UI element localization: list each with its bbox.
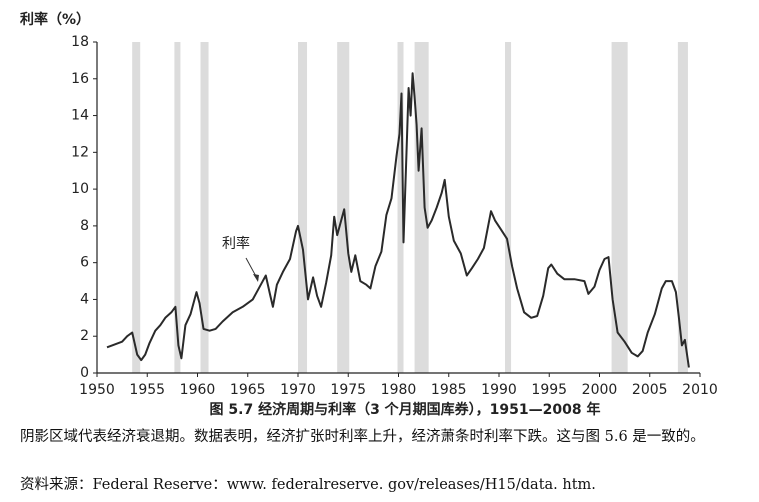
source: 资料来源：Federal Reserve：www. federalreserve… xyxy=(20,477,596,493)
x-tick-label: 1995 xyxy=(531,382,567,398)
recession-band xyxy=(397,42,404,373)
annotation-arrowhead xyxy=(253,274,259,282)
x-tick-label: 1980 xyxy=(381,382,417,398)
chart: 利率（%） 图 5.7 经济周期与利率（3 个月期国库券），1951—2008 … xyxy=(20,11,718,418)
recession-band xyxy=(174,42,181,373)
recession-band xyxy=(298,42,308,373)
recession-band xyxy=(677,42,688,373)
x-tick-label: 1955 xyxy=(129,382,165,398)
y-tick-label: 14 xyxy=(71,108,89,124)
x-tick-label: 1950 xyxy=(79,382,115,398)
x-tick-label: 1965 xyxy=(230,382,266,398)
x-tick-label: 1985 xyxy=(431,382,467,398)
recession-band xyxy=(337,42,350,373)
recession-band xyxy=(132,42,141,373)
annotation: 利率 xyxy=(222,235,250,252)
x-tick-label: 2000 xyxy=(582,382,618,398)
recession-band xyxy=(200,42,209,373)
y-tick-label: 0 xyxy=(80,365,89,381)
y-tick-label: 10 xyxy=(71,181,89,197)
y-tick-label: 12 xyxy=(71,144,89,160)
x-tick-label: 1960 xyxy=(180,382,216,398)
chart-title: 图 5.7 经济周期与利率（3 个月期国库券），1951—2008 年 xyxy=(210,401,601,418)
y-tick-label: 18 xyxy=(71,34,89,50)
recession-band xyxy=(611,42,628,373)
y-tick-label: 4 xyxy=(80,291,89,307)
caption: 阴影区域代表经济衰退期。数据表明，经济扩张时利率上升，经济萧条时利率下跌。这与图… xyxy=(20,429,705,445)
y-tick-label: 2 xyxy=(80,328,89,344)
x-tick-label: 1975 xyxy=(330,382,366,398)
rate-line xyxy=(106,72,690,368)
y-tick-label: 6 xyxy=(80,255,89,271)
y-axis-label: 利率（%） xyxy=(20,11,90,28)
x-tick-label: 1970 xyxy=(280,382,316,398)
x-tick-label: 2005 xyxy=(632,382,668,398)
x-tick-label: 2010 xyxy=(682,382,718,398)
y-tick-label: 8 xyxy=(80,218,89,234)
x-tick-label: 1990 xyxy=(481,382,517,398)
y-tick-label: 16 xyxy=(71,71,89,87)
recession-band xyxy=(505,42,512,373)
recession-band xyxy=(414,42,429,373)
